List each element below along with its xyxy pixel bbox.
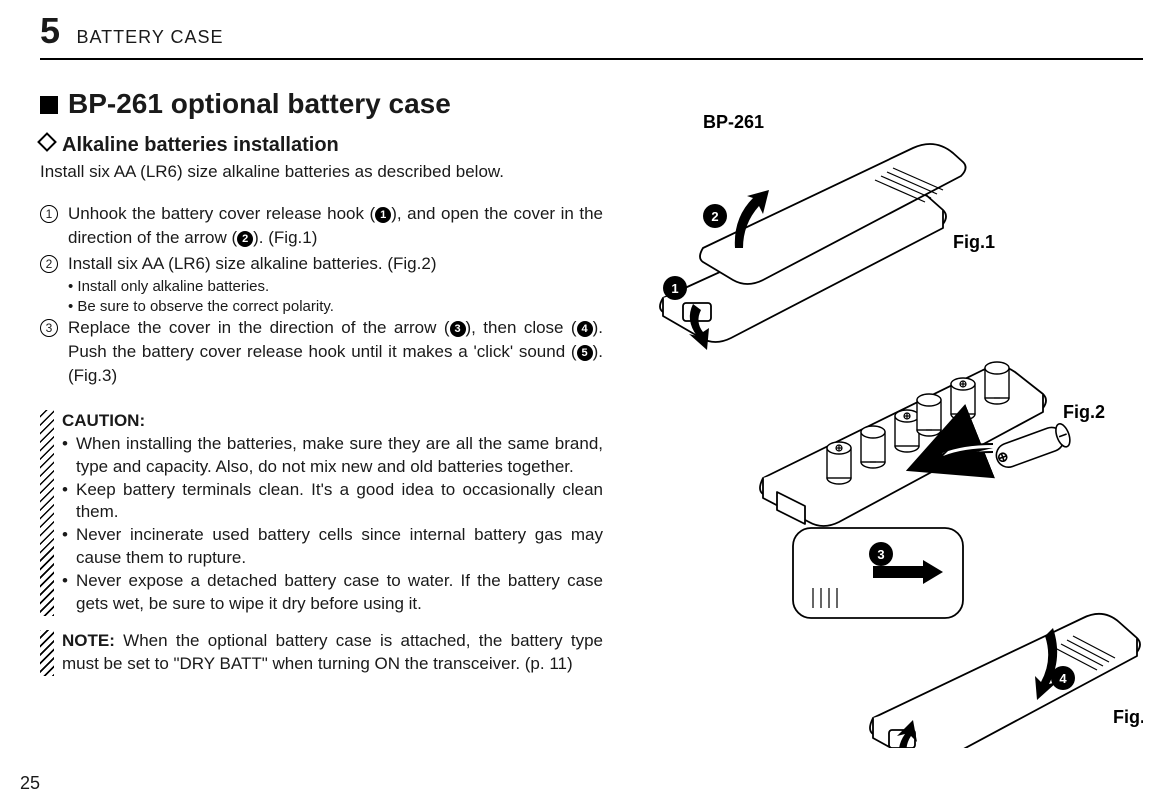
callout-2-label: 2 bbox=[711, 209, 718, 224]
hatch-rule-icon bbox=[40, 410, 54, 616]
step-3-marker: 3 bbox=[40, 316, 68, 387]
step-1-body: Unhook the battery cover release hook (1… bbox=[68, 202, 603, 250]
square-bullet-icon bbox=[40, 96, 58, 114]
callout-1-label: 1 bbox=[671, 281, 678, 296]
hatch-rule-icon bbox=[40, 630, 54, 676]
step-1-text-c: ). (Fig.1) bbox=[253, 228, 317, 247]
note-text: When the optional battery case is attach… bbox=[62, 631, 603, 673]
product-label: BP-261 bbox=[703, 112, 764, 132]
step-3-text-b: ), then close ( bbox=[466, 318, 577, 337]
step-3-text-a: Replace the cover in the direction of th… bbox=[68, 318, 450, 337]
intro-text: Install six AA (LR6) size alkaline batte… bbox=[40, 161, 603, 184]
step-2-body: Install six AA (LR6) size alkaline batte… bbox=[68, 252, 603, 276]
diamond-bullet-icon bbox=[37, 132, 57, 152]
step-1: 1 Unhook the battery cover release hook … bbox=[40, 202, 603, 250]
fig-2-group: Fig.2 bbox=[760, 362, 1105, 526]
callout-4-inline: 4 bbox=[577, 321, 593, 337]
text-column: BP-261 optional battery case Alkaline ba… bbox=[40, 88, 603, 753]
step-3-body: Replace the cover in the direction of th… bbox=[68, 316, 603, 387]
figures-svg: 2 1 BP-261 Fig.1 bbox=[623, 88, 1143, 748]
chapter-title: BATTERY CASE bbox=[76, 27, 223, 48]
caution-item-1: •When installing the batteries, make sur… bbox=[62, 433, 603, 479]
caution-item-2-text: Keep battery terminals clean. It's a goo… bbox=[76, 479, 603, 525]
caution-item-3-text: Never incinerate used battery cells sinc… bbox=[76, 524, 603, 570]
caution-item-3: •Never incinerate used battery cells sin… bbox=[62, 524, 603, 570]
step-1-text-a: Unhook the battery cover release hook ( bbox=[68, 204, 375, 223]
step-2-sub1: • Install only alkaline batteries. bbox=[68, 277, 603, 297]
callout-1-inline: 1 bbox=[375, 207, 391, 223]
callout-3-inline: 3 bbox=[450, 321, 466, 337]
note-block: NOTE: When the optional battery case is … bbox=[40, 630, 603, 676]
content-row: BP-261 optional battery case Alkaline ba… bbox=[40, 88, 1143, 753]
fig-3-group: 3 bbox=[793, 528, 1143, 748]
caution-item-2: •Keep battery terminals clean. It's a go… bbox=[62, 479, 603, 525]
step-2-sub2: • Be sure to observe the correct polarit… bbox=[68, 297, 603, 317]
fig3-callout-3: 3 bbox=[869, 542, 893, 566]
fig-2-label: Fig.2 bbox=[1063, 402, 1105, 422]
page-number: 25 bbox=[20, 773, 40, 794]
figure-column: 2 1 BP-261 Fig.1 bbox=[623, 88, 1143, 753]
main-title-text: BP-261 optional battery case bbox=[68, 88, 451, 119]
page: 5 BATTERY CASE BP-261 optional battery c… bbox=[0, 0, 1163, 804]
caution-block: CAUTION: •When installing the batteries,… bbox=[40, 410, 603, 616]
note-title: NOTE: bbox=[62, 631, 115, 650]
fig-1-group: 2 1 BP-261 Fig.1 bbox=[660, 112, 995, 350]
note-body: NOTE: When the optional battery case is … bbox=[62, 630, 603, 676]
fig-1-label: Fig.1 bbox=[953, 232, 995, 252]
caution-item-1-text: When installing the batteries, make sure… bbox=[76, 433, 603, 479]
callout-2-inline: 2 bbox=[237, 231, 253, 247]
main-title: BP-261 optional battery case bbox=[40, 88, 603, 120]
callout-4-label: 4 bbox=[1059, 671, 1067, 686]
fig1-callout-1: 1 bbox=[663, 276, 687, 300]
step-1-marker: 1 bbox=[40, 202, 68, 250]
sub-heading-text: Alkaline batteries installation bbox=[62, 134, 339, 156]
sub-heading: Alkaline batteries installation bbox=[40, 134, 603, 157]
chapter-header: 5 BATTERY CASE bbox=[40, 10, 1143, 60]
step-2-marker: 2 bbox=[40, 252, 68, 276]
caution-body: CAUTION: •When installing the batteries,… bbox=[62, 410, 603, 616]
caution-title: CAUTION: bbox=[62, 411, 145, 430]
callout-5-inline: 5 bbox=[577, 345, 593, 361]
callout-3-label: 3 bbox=[877, 547, 884, 562]
step-list: 1 Unhook the battery cover release hook … bbox=[40, 202, 603, 388]
caution-item-4-text: Never expose a detached battery case to … bbox=[76, 570, 603, 616]
fig3-callout-4: 4 bbox=[1051, 666, 1075, 690]
chapter-number: 5 bbox=[40, 10, 60, 52]
fig-3-label: Fig.3 bbox=[1113, 707, 1143, 727]
step-2: 2 Install six AA (LR6) size alkaline bat… bbox=[40, 252, 603, 276]
step-3: 3 Replace the cover in the direction of … bbox=[40, 316, 603, 387]
fig1-callout-2: 2 bbox=[703, 204, 727, 228]
caution-item-4: •Never expose a detached battery case to… bbox=[62, 570, 603, 616]
